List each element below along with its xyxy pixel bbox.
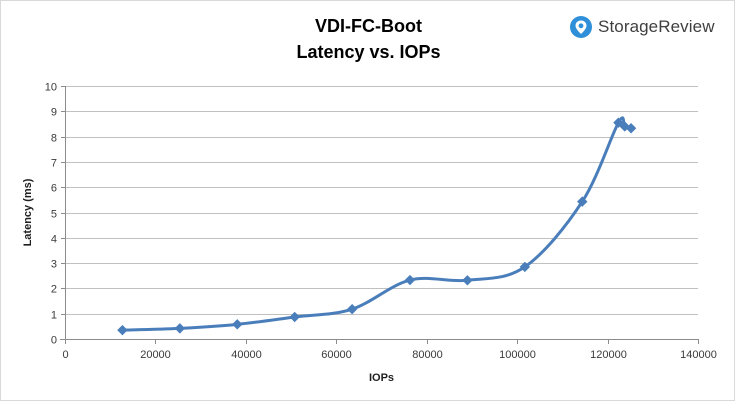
chart-title: VDI-FC-Boot <box>315 16 422 36</box>
data-point-marker <box>577 196 588 207</box>
x-axis-title: IOPs <box>369 372 394 384</box>
storagereview-logo-icon <box>570 16 592 38</box>
x-tick-label: 40000 <box>231 349 262 361</box>
x-tick-label: 20000 <box>140 349 171 361</box>
y-tick-label: 5 <box>51 209 57 221</box>
y-axis-title: Latency (ms) <box>22 178 34 246</box>
data-point-marker <box>613 117 624 128</box>
y-tick-label: 0 <box>51 335 57 347</box>
series-line <box>120 116 633 332</box>
y-tick-label: 2 <box>51 284 57 296</box>
y-tick-label: 3 <box>51 259 57 271</box>
y-tick-label: 7 <box>51 158 57 170</box>
data-point-marker <box>462 275 473 286</box>
data-point-marker <box>519 261 531 273</box>
data-point-marker <box>117 324 128 336</box>
y-tick-label: 1 <box>51 310 57 322</box>
y-tick-label: 8 <box>51 133 57 145</box>
y-tick-label: 9 <box>51 107 57 119</box>
chart-subtitle: Latency vs. IOPs <box>296 42 441 62</box>
data-point-marker <box>232 319 243 330</box>
y-tick-label: 4 <box>51 234 57 246</box>
data-point-marker <box>174 323 186 334</box>
data-point-marker <box>404 274 416 286</box>
x-tick-label: 120000 <box>590 349 627 361</box>
chart-title-block: VDI-FC-Boot Latency vs. IOPs <box>1 13 735 65</box>
data-point-marker <box>289 311 300 323</box>
x-tick-label: 60000 <box>321 349 352 361</box>
data-point-marker <box>619 121 630 132</box>
x-tick-label: 80000 <box>412 349 443 361</box>
x-tick-label: 100000 <box>499 349 536 361</box>
data-point-marker <box>625 123 637 134</box>
y-tick-label: 10 <box>45 82 57 94</box>
data-point-marker <box>346 303 358 315</box>
x-tick-label: 0 <box>62 349 68 361</box>
brand-name: StorageReview <box>598 17 715 36</box>
storagereview-logo: StorageReview <box>569 14 715 40</box>
y-tick-label: 6 <box>51 183 57 195</box>
x-tick-label: 140000 <box>680 349 717 361</box>
